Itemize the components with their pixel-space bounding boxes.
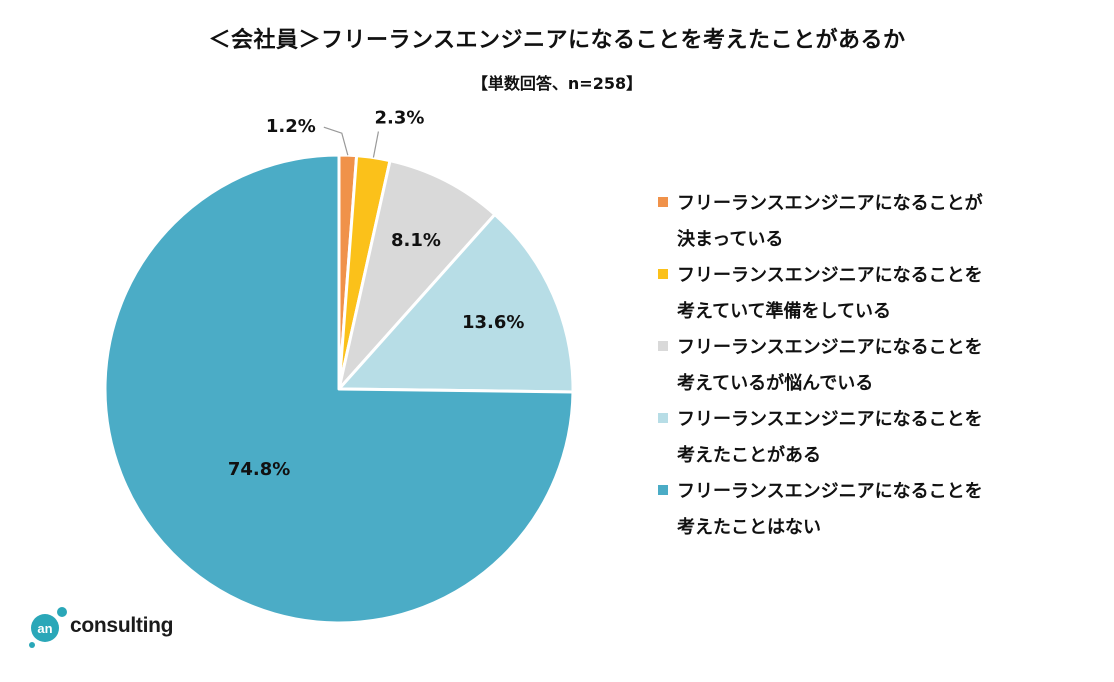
pie-slice [103, 153, 575, 625]
legend-label: フリーランスエンジニアになることを 考えたことはない [677, 481, 983, 538]
legend-swatch [658, 269, 668, 279]
legend-item: フリーランスエンジニアになることを 考えたことはない [655, 474, 1075, 546]
an-consulting-logo: an consulting [28, 604, 188, 648]
legend-item: フリーランスエンジニアになることが 決まっている [655, 186, 1075, 258]
leader-line [323, 126, 349, 156]
legend-swatch [658, 485, 668, 495]
legend-label: フリーランスエンジニアになることを 考えているが悩んでいる [677, 337, 983, 394]
legend-swatch [658, 197, 668, 207]
data-label: 74.8% [228, 459, 290, 480]
logo-mark-text: an [37, 621, 52, 636]
data-label: 2.3% [374, 108, 424, 129]
legend-label: フリーランスエンジニアになることを 考えていて準備をしている [677, 265, 983, 322]
logo-text: consulting [70, 614, 174, 637]
legend-item: フリーランスエンジニアになることを 考えていて準備をしている [655, 258, 1075, 330]
legend-swatch [658, 341, 668, 351]
legend-item: フリーランスエンジニアになることを 考えているが悩んでいる [655, 330, 1075, 402]
chart-title: ＜会社員＞フリーランスエンジニアになることを考えたことがあるか [208, 28, 906, 53]
data-label: 1.2% [266, 116, 316, 137]
pie-slice [337, 212, 575, 394]
pie-slice [337, 159, 497, 391]
data-label: 8.1% [391, 230, 441, 251]
data-label: 13.6% [462, 312, 524, 333]
legend-item: フリーランスエンジニアになることを 考えたことがある [655, 402, 1075, 474]
leader-line [372, 131, 380, 158]
logo-mark-icon: an [29, 607, 67, 648]
legend-swatch [658, 413, 668, 423]
legend-label: フリーランスエンジニアになることを 考えたことがある [677, 409, 983, 466]
legend-label: フリーランスエンジニアになることが 決まっている [677, 193, 983, 250]
chart-subtitle: 【単数回答、n=258】 [471, 74, 643, 93]
legend: フリーランスエンジニアになることが 決まっている フリーランスエンジニアになるこ… [655, 186, 1075, 546]
